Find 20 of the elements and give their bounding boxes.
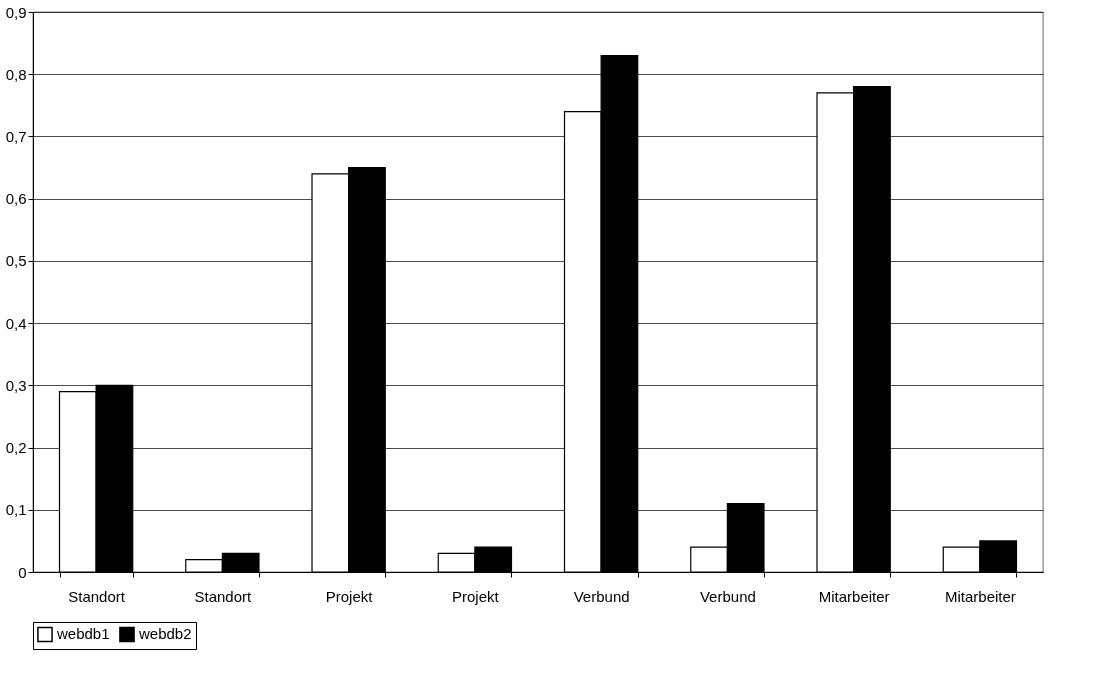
x-tick-label: Verbund (573, 587, 630, 605)
y-tick-label: 0,4 (5, 314, 27, 332)
y-tick-label: 0,7 (5, 127, 27, 145)
y-tick-label: 0,2 (5, 439, 27, 457)
y-tick-label: 0,8 (5, 65, 27, 83)
legend-label: webdb2 (138, 625, 192, 643)
x-tick-label: Standort (194, 587, 253, 605)
y-tick-label: 0,6 (5, 190, 27, 208)
x-tick-label: Standort (68, 587, 126, 605)
x-tick-label: Mitarbeiter (818, 587, 890, 605)
y-tick-label: 0,3 (5, 376, 27, 394)
y-tick-label: 0,1 (5, 501, 27, 519)
x-tick-label: Projekt (325, 587, 374, 605)
x-tick-label: Verbund (699, 587, 756, 605)
y-tick-label: 0,9 (5, 3, 27, 21)
x-tick-label: Projekt (452, 587, 500, 605)
y-tick-label: 0 (18, 563, 27, 581)
y-tick-label: 0,5 (5, 252, 27, 270)
legend-label: webdb1 (56, 625, 110, 643)
x-tick-label: Mitarbeiter (944, 587, 1016, 605)
